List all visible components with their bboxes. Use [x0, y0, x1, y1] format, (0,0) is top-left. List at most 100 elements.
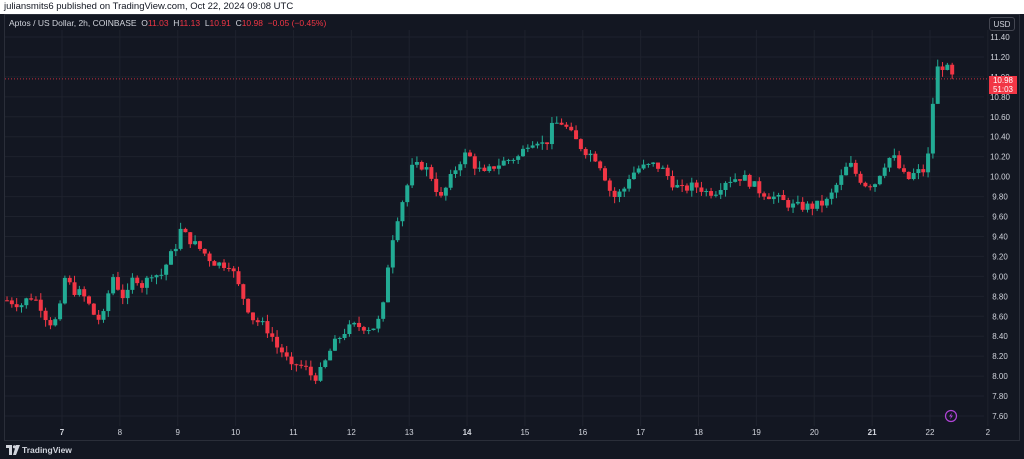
candle-body: [130, 277, 135, 290]
candle-body: [231, 268, 236, 272]
candle-body: [477, 167, 482, 169]
y-tick-label: 10.60: [990, 113, 1011, 122]
candle-body: [424, 167, 429, 170]
x-tick-label: 17: [636, 428, 645, 437]
candle-body: [458, 164, 463, 171]
candle-body: [776, 194, 781, 197]
candle-body: [410, 164, 415, 186]
candle-body: [5, 300, 10, 302]
candle-body: [414, 161, 419, 165]
candle-body: [521, 148, 526, 157]
candle-body: [901, 168, 906, 172]
candle-body: [738, 179, 743, 181]
candle-body: [164, 264, 169, 275]
candle-body: [439, 191, 444, 196]
candle-body: [598, 161, 603, 169]
candle-body: [564, 124, 569, 127]
candle-body: [323, 360, 328, 368]
candle-body: [935, 66, 940, 104]
legend-low-value: 10.91: [209, 18, 231, 28]
lightning-icon: [944, 409, 958, 423]
candle-body: [709, 191, 714, 196]
candle-body: [434, 178, 439, 192]
candle-body: [622, 188, 627, 192]
candle-body: [897, 155, 902, 169]
countdown-badge: 51:03: [989, 85, 1017, 94]
currency-button[interactable]: USD: [989, 17, 1015, 31]
x-tick-label: 19: [752, 428, 761, 437]
candle-body: [111, 277, 116, 294]
candle-body: [670, 175, 675, 188]
candle-body: [887, 157, 892, 168]
candle-body: [72, 282, 77, 295]
y-tick-label: 11.20: [990, 53, 1010, 62]
candle-body: [636, 168, 641, 173]
candle-body: [140, 283, 145, 288]
candle-body: [352, 322, 357, 325]
candle-body: [800, 201, 805, 210]
y-tick-label: 8.80: [992, 292, 1008, 301]
candle-body: [173, 248, 178, 252]
candle-body: [376, 318, 381, 329]
candle-body: [183, 228, 188, 233]
candle-body: [371, 328, 376, 331]
candle-body: [771, 196, 776, 200]
candle-body: [868, 186, 873, 188]
candle-body: [950, 64, 955, 75]
candle-body: [294, 364, 299, 366]
candle-body: [337, 337, 342, 339]
candle-body: [656, 162, 661, 169]
candle-body: [848, 162, 853, 167]
candle-body: [270, 333, 275, 337]
candle-body: [33, 299, 38, 301]
candle-body: [390, 240, 395, 268]
legend-change-value: −0.05 (−0.45%): [267, 18, 327, 28]
legend-open-value: 11.03: [147, 18, 169, 28]
candle-body: [400, 202, 405, 222]
candle-body: [689, 182, 694, 191]
candle-body: [926, 153, 931, 173]
x-tick-label: 14: [463, 428, 472, 437]
candle-body: [496, 165, 501, 169]
candle-body: [43, 310, 48, 321]
candle-body: [120, 289, 125, 299]
footer-brand[interactable]: TradingView: [22, 445, 72, 455]
candle-body: [246, 298, 251, 313]
current-price-badge: 10.98: [989, 76, 1017, 85]
candle-body: [665, 167, 670, 176]
candle-body: [419, 161, 424, 170]
publisher-bar: juliansmits6 published on TradingView.co…: [0, 0, 1024, 14]
x-tick-label: 8: [118, 428, 123, 437]
candle-body: [646, 163, 651, 165]
candle-body: [892, 155, 897, 158]
candle-body: [332, 338, 337, 351]
candle-body: [607, 180, 612, 191]
candle-body: [511, 159, 516, 161]
candle-body: [791, 203, 796, 208]
candle-body: [87, 296, 92, 304]
candle-body: [781, 194, 786, 201]
candle-body: [144, 277, 149, 288]
y-tick-label: 9.80: [992, 193, 1008, 202]
candle-body: [101, 311, 106, 320]
candle-body: [873, 184, 878, 188]
candle-body: [14, 304, 19, 308]
y-tick-label: 7.80: [992, 392, 1008, 401]
chart-frame: [4, 14, 1020, 441]
candle-body: [684, 185, 689, 191]
candle-body: [593, 153, 598, 162]
candle-body: [395, 221, 400, 241]
candle-body: [19, 305, 24, 308]
y-tick-label: 9.20: [992, 252, 1008, 261]
candle-body: [940, 66, 945, 70]
candle-body: [347, 324, 352, 334]
candle-body: [96, 314, 101, 320]
candle-body: [704, 191, 709, 193]
candle-body: [583, 149, 588, 156]
candle-body: [766, 196, 771, 200]
candle-body: [694, 182, 699, 188]
candle-body: [48, 320, 53, 326]
candle-body: [525, 147, 530, 149]
x-tick-label: 16: [578, 428, 587, 437]
